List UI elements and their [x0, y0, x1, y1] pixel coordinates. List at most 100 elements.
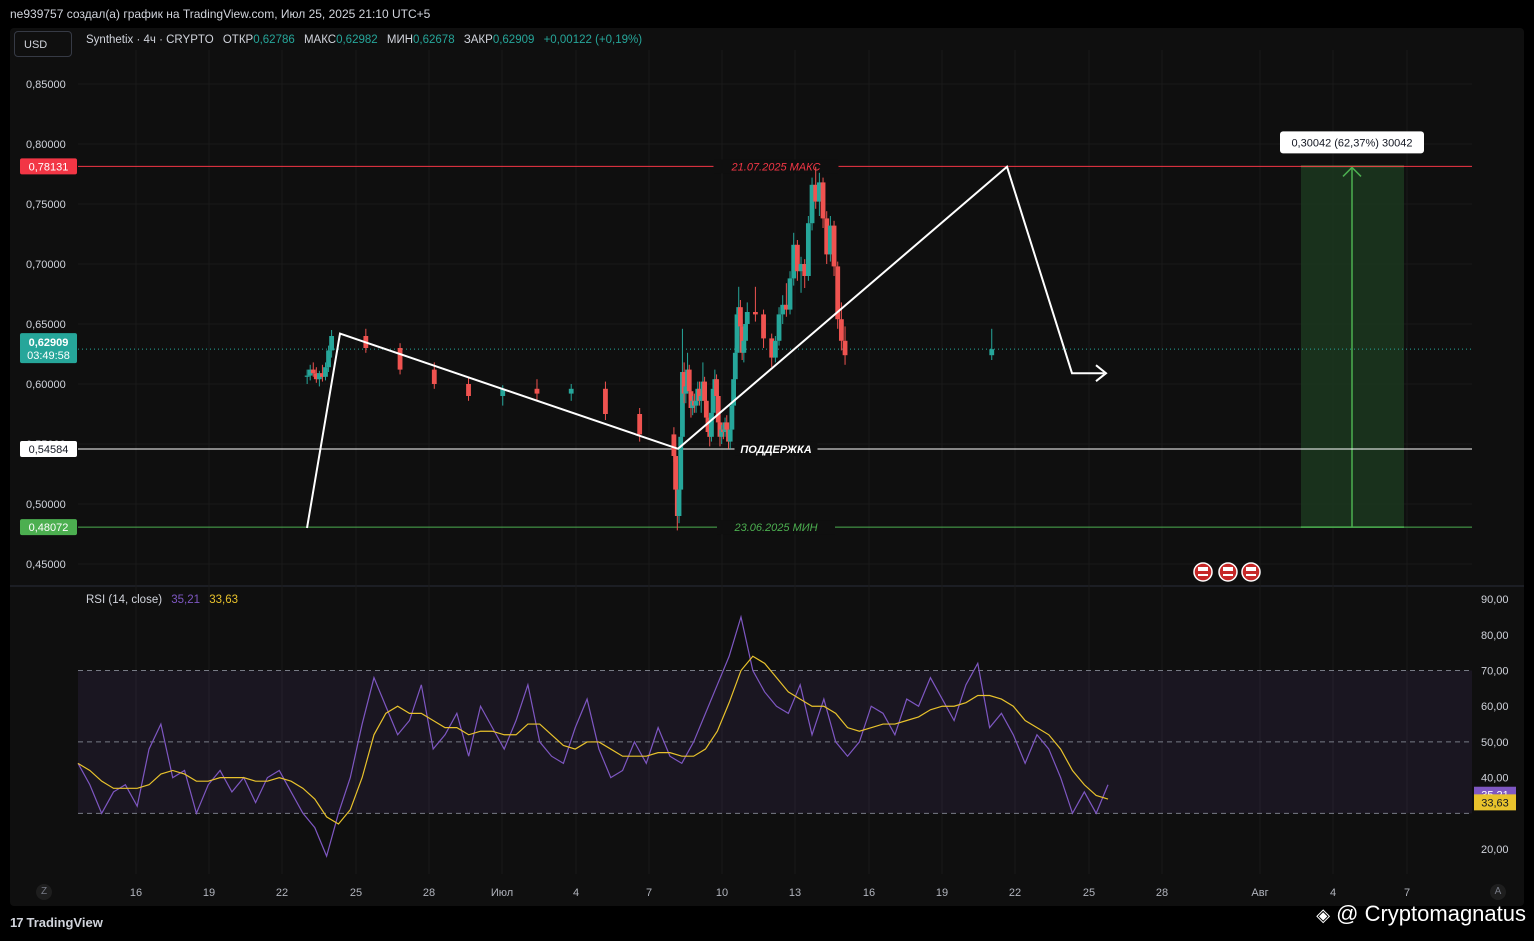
low-label: МИН [386, 34, 414, 46]
candle-body [798, 264, 804, 272]
candle-body [809, 184, 815, 224]
candle-body [466, 384, 471, 396]
us-flag-stripe [1246, 567, 1256, 571]
price-tick-label: 0,85000 [26, 79, 66, 91]
candle-body [813, 184, 819, 202]
us-flag-circle [1218, 562, 1238, 582]
resistance-level-text: 21.07.2025 МАКС [731, 161, 821, 173]
us-flag-stripe [1223, 574, 1233, 576]
rsi-ma-value: 33,63 [209, 594, 239, 606]
candle-body [741, 340, 747, 353]
rsi-tick-label: 60,00 [1481, 701, 1509, 713]
candle-body [719, 429, 725, 437]
us-flag-stripe [1223, 567, 1233, 571]
candle-body [703, 400, 709, 418]
candle-body [772, 340, 778, 358]
candle-body [671, 434, 677, 456]
candle-body [678, 436, 684, 490]
rsi-tick-label: 20,00 [1481, 844, 1509, 856]
candle-body [724, 422, 730, 430]
us-flag-stripe [1198, 567, 1208, 571]
candle-body [989, 349, 995, 356]
measure-label-box [1280, 131, 1424, 154]
us-flag-stripe [1246, 574, 1256, 576]
time-tick-label: 22 [1009, 887, 1021, 899]
price-tick-label: 0,70000 [26, 259, 66, 271]
candle-body [827, 225, 833, 255]
candle-body [500, 388, 506, 396]
resistance-price-tag [20, 158, 77, 175]
candle-body [739, 326, 745, 353]
candle-body [727, 429, 733, 442]
rsi-tick-label: 80,00 [1481, 630, 1509, 642]
open-value: 0,62786 [253, 34, 295, 46]
candle-body [316, 373, 322, 380]
close-value: 0,62909 [492, 34, 535, 46]
price-tick-label: 0,45000 [26, 559, 66, 571]
candle-body [673, 456, 679, 490]
low-value: 0,62678 [413, 34, 455, 46]
candle-body [761, 314, 766, 339]
rsi-tick-label: 50,00 [1481, 737, 1509, 749]
zigzag-pattern [306, 165, 1104, 529]
auto-scale-button[interactable]: A [1490, 884, 1506, 900]
rsi-ma-tag [1474, 794, 1516, 811]
rsi-ma-tag-text: 33,63 [1481, 797, 1509, 809]
rsi-value: 35,21 [171, 594, 201, 606]
measure-label: 0,30042 (62,37%) 30042 [1291, 137, 1412, 149]
rsi-tick-label: 70,00 [1481, 666, 1509, 678]
zigzag-arrow-head [1095, 364, 1108, 382]
price-tick-label: 0,65000 [26, 319, 66, 331]
header-title: ne939757 создал(а) график на TradingView… [10, 7, 431, 21]
candle-body [709, 412, 714, 437]
tradingview-logo-icon: 17 [10, 915, 24, 930]
candle-body [791, 244, 797, 279]
candle-body [307, 369, 313, 376]
price-tick-label: 0,50000 [26, 499, 66, 511]
support-price-tag [20, 440, 77, 457]
diamond-logo-icon: ◈ [1316, 905, 1331, 925]
chart-frame[interactable] [10, 28, 1524, 906]
candle-body [397, 348, 403, 370]
candle-body [816, 182, 822, 202]
candle-body [780, 304, 786, 315]
support-price-tag-text: 0,54584 [29, 444, 69, 456]
price-tick-label: 0,75000 [26, 199, 66, 211]
rsi-ma-line [77, 655, 1109, 825]
symbol-legend: Synthetix · 4ч · CRYPTO ОТКР0,62786 МАКС… [86, 34, 642, 46]
time-tick-label: 19 [203, 887, 215, 899]
candle-body [681, 372, 687, 394]
candle-body [705, 417, 711, 432]
tradingview-logo[interactable]: 17 TradingView [10, 915, 103, 930]
currency-button[interactable]: USD [14, 31, 72, 57]
rsi-tick-label: 90,00 [1481, 594, 1509, 606]
candle-body [753, 312, 758, 315]
resistance-price-tag-text: 0,78131 [29, 161, 69, 173]
candle-body [310, 369, 316, 374]
time-tick-label: 25 [350, 887, 362, 899]
candle-body [534, 388, 540, 394]
rsi-label[interactable]: RSI (14, close) [86, 594, 163, 606]
resistance-label-bg [713, 159, 839, 174]
us-flag-icon [1218, 562, 1238, 582]
support-low-price-tag [20, 519, 77, 536]
price-tick-label: 0,60000 [26, 379, 66, 391]
candle-body [802, 264, 808, 276]
watermark-text: @ Cryptomagnatus [1336, 901, 1526, 926]
open-label: ОТКР [222, 34, 254, 46]
candle-body [697, 388, 702, 401]
candle-body [732, 352, 738, 380]
candle-body [729, 405, 735, 430]
timezone-button[interactable]: Z [36, 884, 52, 900]
candle-body [568, 388, 574, 394]
bottom-bar [0, 906, 1534, 941]
candle-body [743, 324, 748, 341]
candle-body [686, 369, 692, 392]
time-tick-label: 4 [1330, 887, 1336, 899]
time-tick-label: 7 [646, 887, 652, 899]
candle-body [776, 314, 782, 341]
symbol-name[interactable]: Synthetix · 4ч · CRYPTO [86, 34, 214, 46]
candle-body [787, 278, 793, 310]
countdown-value: 03:49:58 [27, 350, 70, 362]
